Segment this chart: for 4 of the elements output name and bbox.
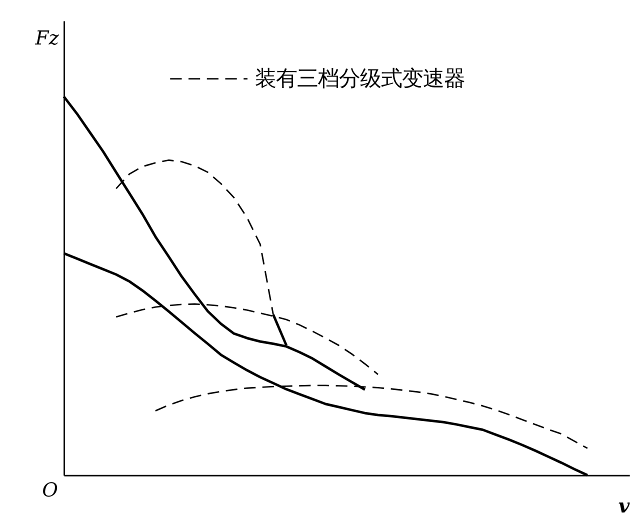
x-axis-title: v — [618, 494, 630, 518]
y-axis-title: Fz — [34, 26, 60, 50]
legend-label: 装有三档分级式变速器 — [255, 66, 466, 92]
text: O — [42, 478, 58, 502]
